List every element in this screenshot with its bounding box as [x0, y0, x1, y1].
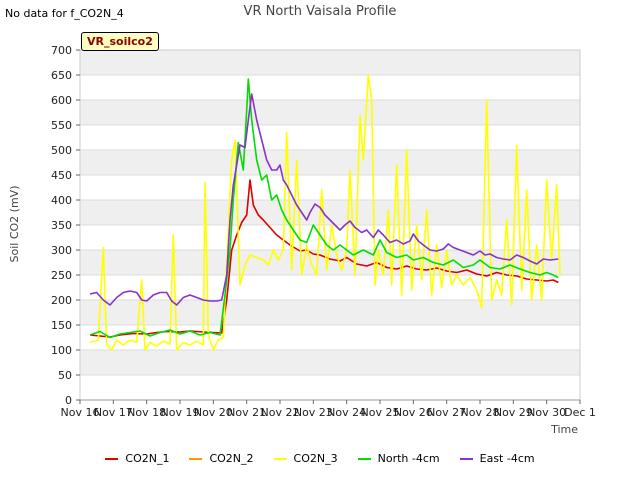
y-tick-label: 650	[51, 69, 72, 82]
y-tick-label: 50	[58, 369, 72, 382]
x-tick-label: Nov 22	[261, 406, 300, 419]
grid-band	[80, 200, 580, 225]
y-tick-label: 300	[51, 244, 72, 257]
x-tick-label: Nov 19	[161, 406, 200, 419]
legend-item: CO2N_1	[105, 452, 169, 465]
legend-swatch	[105, 457, 119, 460]
legend-item: CO2N_3	[273, 452, 338, 465]
y-axis-label: Soil CO2 (mV)	[8, 186, 21, 263]
legend-swatch	[273, 457, 287, 460]
y-tick-label: 350	[51, 219, 72, 232]
y-tick-label: 200	[51, 294, 72, 307]
x-tick-label: Nov 16	[61, 406, 100, 419]
x-tick-label: Nov 28	[461, 406, 500, 419]
y-tick-label: 700	[51, 44, 72, 57]
grid-band	[80, 150, 580, 175]
grid-band	[80, 50, 580, 75]
legend: CO2N_1 CO2N_2 CO2N_3 North -4cm East -4cm	[0, 452, 640, 465]
legend-swatch	[459, 457, 473, 460]
x-tick-label: Nov 18	[127, 406, 166, 419]
x-tick-label: Nov 25	[361, 406, 400, 419]
x-tick-label: Nov 23	[294, 406, 333, 419]
series-line-co2n-3	[89, 74, 561, 351]
chart-title: VR North Vaisala Profile	[243, 4, 397, 19]
legend-item: North -4cm	[357, 452, 440, 465]
x-tick-label: Nov 20	[194, 406, 233, 419]
legend-label: CO2N_1	[125, 452, 170, 465]
series-line-east-4cm	[89, 93, 559, 306]
legend-label: North -4cm	[377, 452, 440, 465]
site-badge: VR_soilco2	[81, 32, 159, 51]
legend-label: East -4cm	[479, 452, 535, 465]
x-tick-label: Nov 24	[327, 406, 366, 419]
series-layer	[89, 74, 561, 351]
y-tick-label: 600	[51, 94, 72, 107]
legend-swatch	[189, 457, 203, 460]
x-tick-label: Nov 29	[494, 406, 533, 419]
grid-band	[80, 100, 580, 125]
y-axis: 0 50 100 150 200 250 300 350 400 450 500 550 600 650 7…	[51, 44, 80, 407]
legend-item: East -4cm	[459, 452, 535, 465]
legend-swatch	[357, 457, 371, 460]
legend-label: CO2N_3	[293, 452, 338, 465]
x-tick-label: Nov 17	[94, 406, 133, 419]
x-tick-label: Dec 1	[564, 406, 596, 419]
x-tick-label: Nov 26	[394, 406, 433, 419]
y-tick-label: 0	[65, 394, 72, 407]
grid-band	[80, 250, 580, 275]
legend-item: CO2N_2	[189, 452, 254, 465]
grid-band	[80, 300, 580, 325]
y-tick-label: 550	[51, 119, 72, 132]
x-tick-label: Nov 30	[527, 406, 566, 419]
grid-band	[80, 350, 580, 375]
x-axis-label: Time	[550, 423, 578, 436]
y-tick-label: 150	[51, 319, 72, 332]
y-tick-label: 100	[51, 344, 72, 357]
series-line-north-4cm	[89, 78, 559, 339]
y-tick-label: 400	[51, 194, 72, 207]
y-tick-label: 500	[51, 144, 72, 157]
x-tick-label: Nov 21	[227, 406, 266, 419]
y-tick-label: 450	[51, 169, 72, 182]
x-tick-label: Nov 27	[427, 406, 466, 419]
y-tick-label: 250	[51, 269, 72, 282]
no-data-message: No data for f_CO2N_4	[5, 7, 124, 20]
legend-label: CO2N_2	[209, 452, 254, 465]
